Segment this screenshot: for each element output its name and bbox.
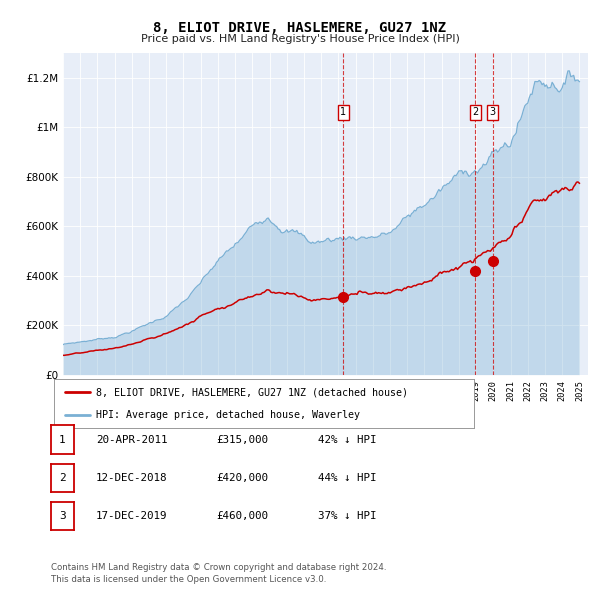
Text: 3: 3 [490, 107, 496, 117]
Text: £315,000: £315,000 [216, 435, 268, 444]
Text: 17-DEC-2019: 17-DEC-2019 [96, 512, 167, 521]
Text: 12-DEC-2018: 12-DEC-2018 [96, 473, 167, 483]
Text: £420,000: £420,000 [216, 473, 268, 483]
Text: 3: 3 [59, 512, 66, 521]
Text: 44% ↓ HPI: 44% ↓ HPI [318, 473, 377, 483]
Text: 42% ↓ HPI: 42% ↓ HPI [318, 435, 377, 444]
Text: 8, ELIOT DRIVE, HASLEMERE, GU27 1NZ (detached house): 8, ELIOT DRIVE, HASLEMERE, GU27 1NZ (det… [96, 388, 408, 398]
Text: 20-APR-2011: 20-APR-2011 [96, 435, 167, 444]
Text: 2: 2 [59, 473, 66, 483]
Text: 1: 1 [59, 435, 66, 444]
Text: £460,000: £460,000 [216, 512, 268, 521]
Text: 2: 2 [472, 107, 478, 117]
Text: Contains HM Land Registry data © Crown copyright and database right 2024.
This d: Contains HM Land Registry data © Crown c… [51, 563, 386, 584]
Text: Price paid vs. HM Land Registry's House Price Index (HPI): Price paid vs. HM Land Registry's House … [140, 34, 460, 44]
Text: HPI: Average price, detached house, Waverley: HPI: Average price, detached house, Wave… [96, 409, 360, 419]
Text: 1: 1 [340, 107, 346, 117]
Text: 8, ELIOT DRIVE, HASLEMERE, GU27 1NZ: 8, ELIOT DRIVE, HASLEMERE, GU27 1NZ [154, 21, 446, 35]
Text: 37% ↓ HPI: 37% ↓ HPI [318, 512, 377, 521]
